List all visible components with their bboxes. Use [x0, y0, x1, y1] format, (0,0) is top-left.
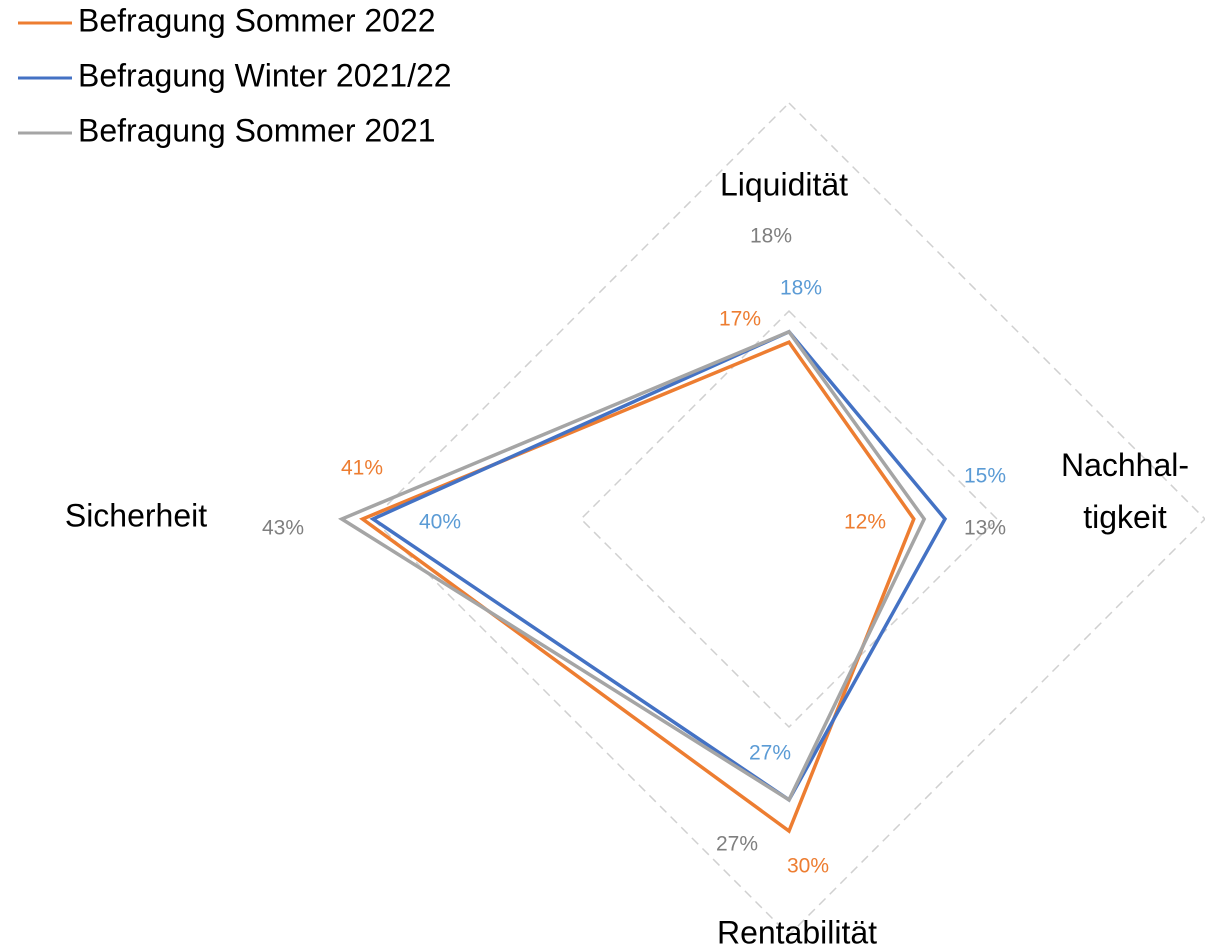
- value-label: 27%: [716, 833, 758, 856]
- value-label: 18%: [780, 277, 822, 300]
- category-label: Liquidität: [720, 166, 848, 202]
- category-label: Sicherheit: [65, 497, 207, 533]
- value-label: 12%: [844, 511, 886, 534]
- grid-ring: [579, 309, 999, 729]
- value-label: 15%: [964, 465, 1006, 488]
- series-line: [338, 329, 927, 803]
- legend-label: Befragung Sommer 2021: [78, 112, 436, 148]
- value-label: 30%: [787, 855, 829, 878]
- value-label: 41%: [341, 457, 383, 480]
- legend-label: Befragung Sommer 2022: [78, 2, 436, 38]
- value-label: 40%: [419, 511, 461, 534]
- category-label: Rentabilität: [717, 914, 877, 950]
- value-label: 13%: [964, 517, 1006, 540]
- series-line: [359, 340, 916, 834]
- category-label: Nachhal-tigkeit: [1061, 447, 1189, 535]
- value-label: 17%: [719, 308, 761, 331]
- grid-ring: [371, 101, 1205, 937]
- legend-label: Befragung Winter 2021/22: [78, 57, 452, 93]
- series-line: [369, 329, 948, 803]
- value-label: 18%: [750, 225, 792, 248]
- value-label: 43%: [262, 517, 304, 540]
- value-label: 27%: [749, 742, 791, 765]
